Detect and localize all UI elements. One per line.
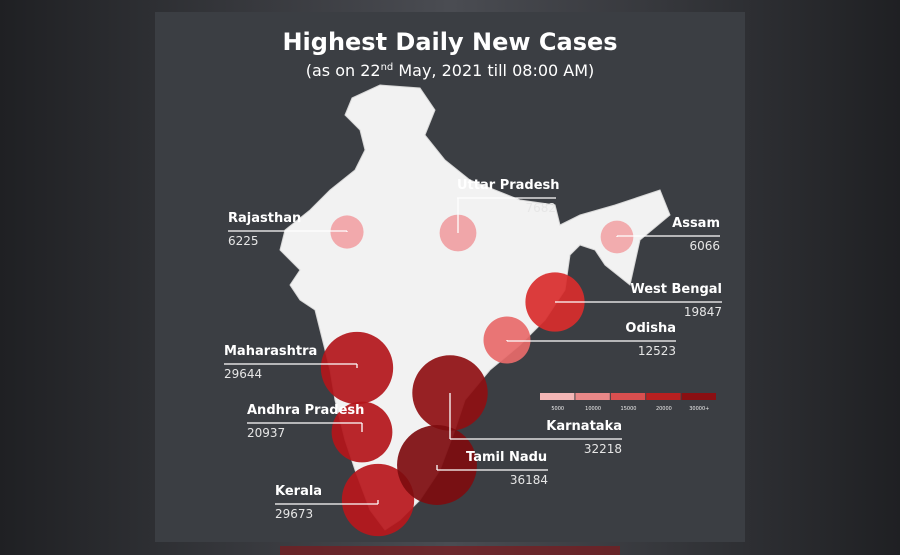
subtitle: (as on 22nd May, 2021 till 08:00 AM) — [306, 61, 595, 80]
state-name: Assam — [672, 216, 720, 231]
legend-swatch — [540, 393, 575, 400]
legend-swatch — [646, 393, 681, 400]
legend-label: 15000 — [621, 406, 637, 412]
state-name: Rajasthan — [228, 211, 301, 226]
legend: 5000 10000 15000 20000 30000+ — [540, 393, 716, 412]
legend-label: 20000 — [656, 406, 672, 412]
state-value: 6066 — [689, 239, 720, 253]
state-name: Uttar Pradesh — [457, 178, 560, 193]
state-name: Maharashtra — [224, 344, 317, 359]
state-name: Andhra Pradesh — [247, 403, 364, 418]
state-name: Odisha — [625, 321, 676, 336]
state-value: 7682 — [525, 201, 556, 215]
state-value: 29673 — [275, 507, 313, 521]
title: Highest Daily New Cases — [282, 28, 617, 56]
state-value: 36184 — [510, 473, 548, 487]
legend-label: 10000 — [585, 406, 601, 412]
legend-swatch — [681, 393, 716, 400]
bottom-strip — [280, 546, 620, 555]
state-name: Tamil Nadu — [466, 450, 547, 465]
labels: Rajasthan 6225 Uttar Pradesh 7682 Assam 6066 W… — [224, 178, 722, 521]
state-value: 20937 — [247, 426, 285, 440]
state-value: 12523 — [638, 344, 676, 358]
state-value: 32218 — [584, 442, 622, 456]
subtitle-text: (as on 22 — [306, 61, 381, 80]
state-value: 19847 — [684, 305, 722, 319]
state-name: Karnataka — [546, 419, 622, 434]
state-name: West Bengal — [630, 282, 722, 297]
state-name: Kerala — [275, 484, 322, 499]
legend-swatch — [575, 393, 610, 400]
legend-label: 30000+ — [689, 406, 709, 412]
state-value: 6225 — [228, 234, 259, 248]
subtitle-text: May, 2021 till 08:00 AM) — [393, 61, 594, 80]
state-value: 29644 — [224, 367, 262, 381]
legend-label: 5000 — [551, 406, 564, 412]
subtitle-sup: nd — [381, 62, 394, 73]
legend-swatch — [610, 393, 646, 400]
